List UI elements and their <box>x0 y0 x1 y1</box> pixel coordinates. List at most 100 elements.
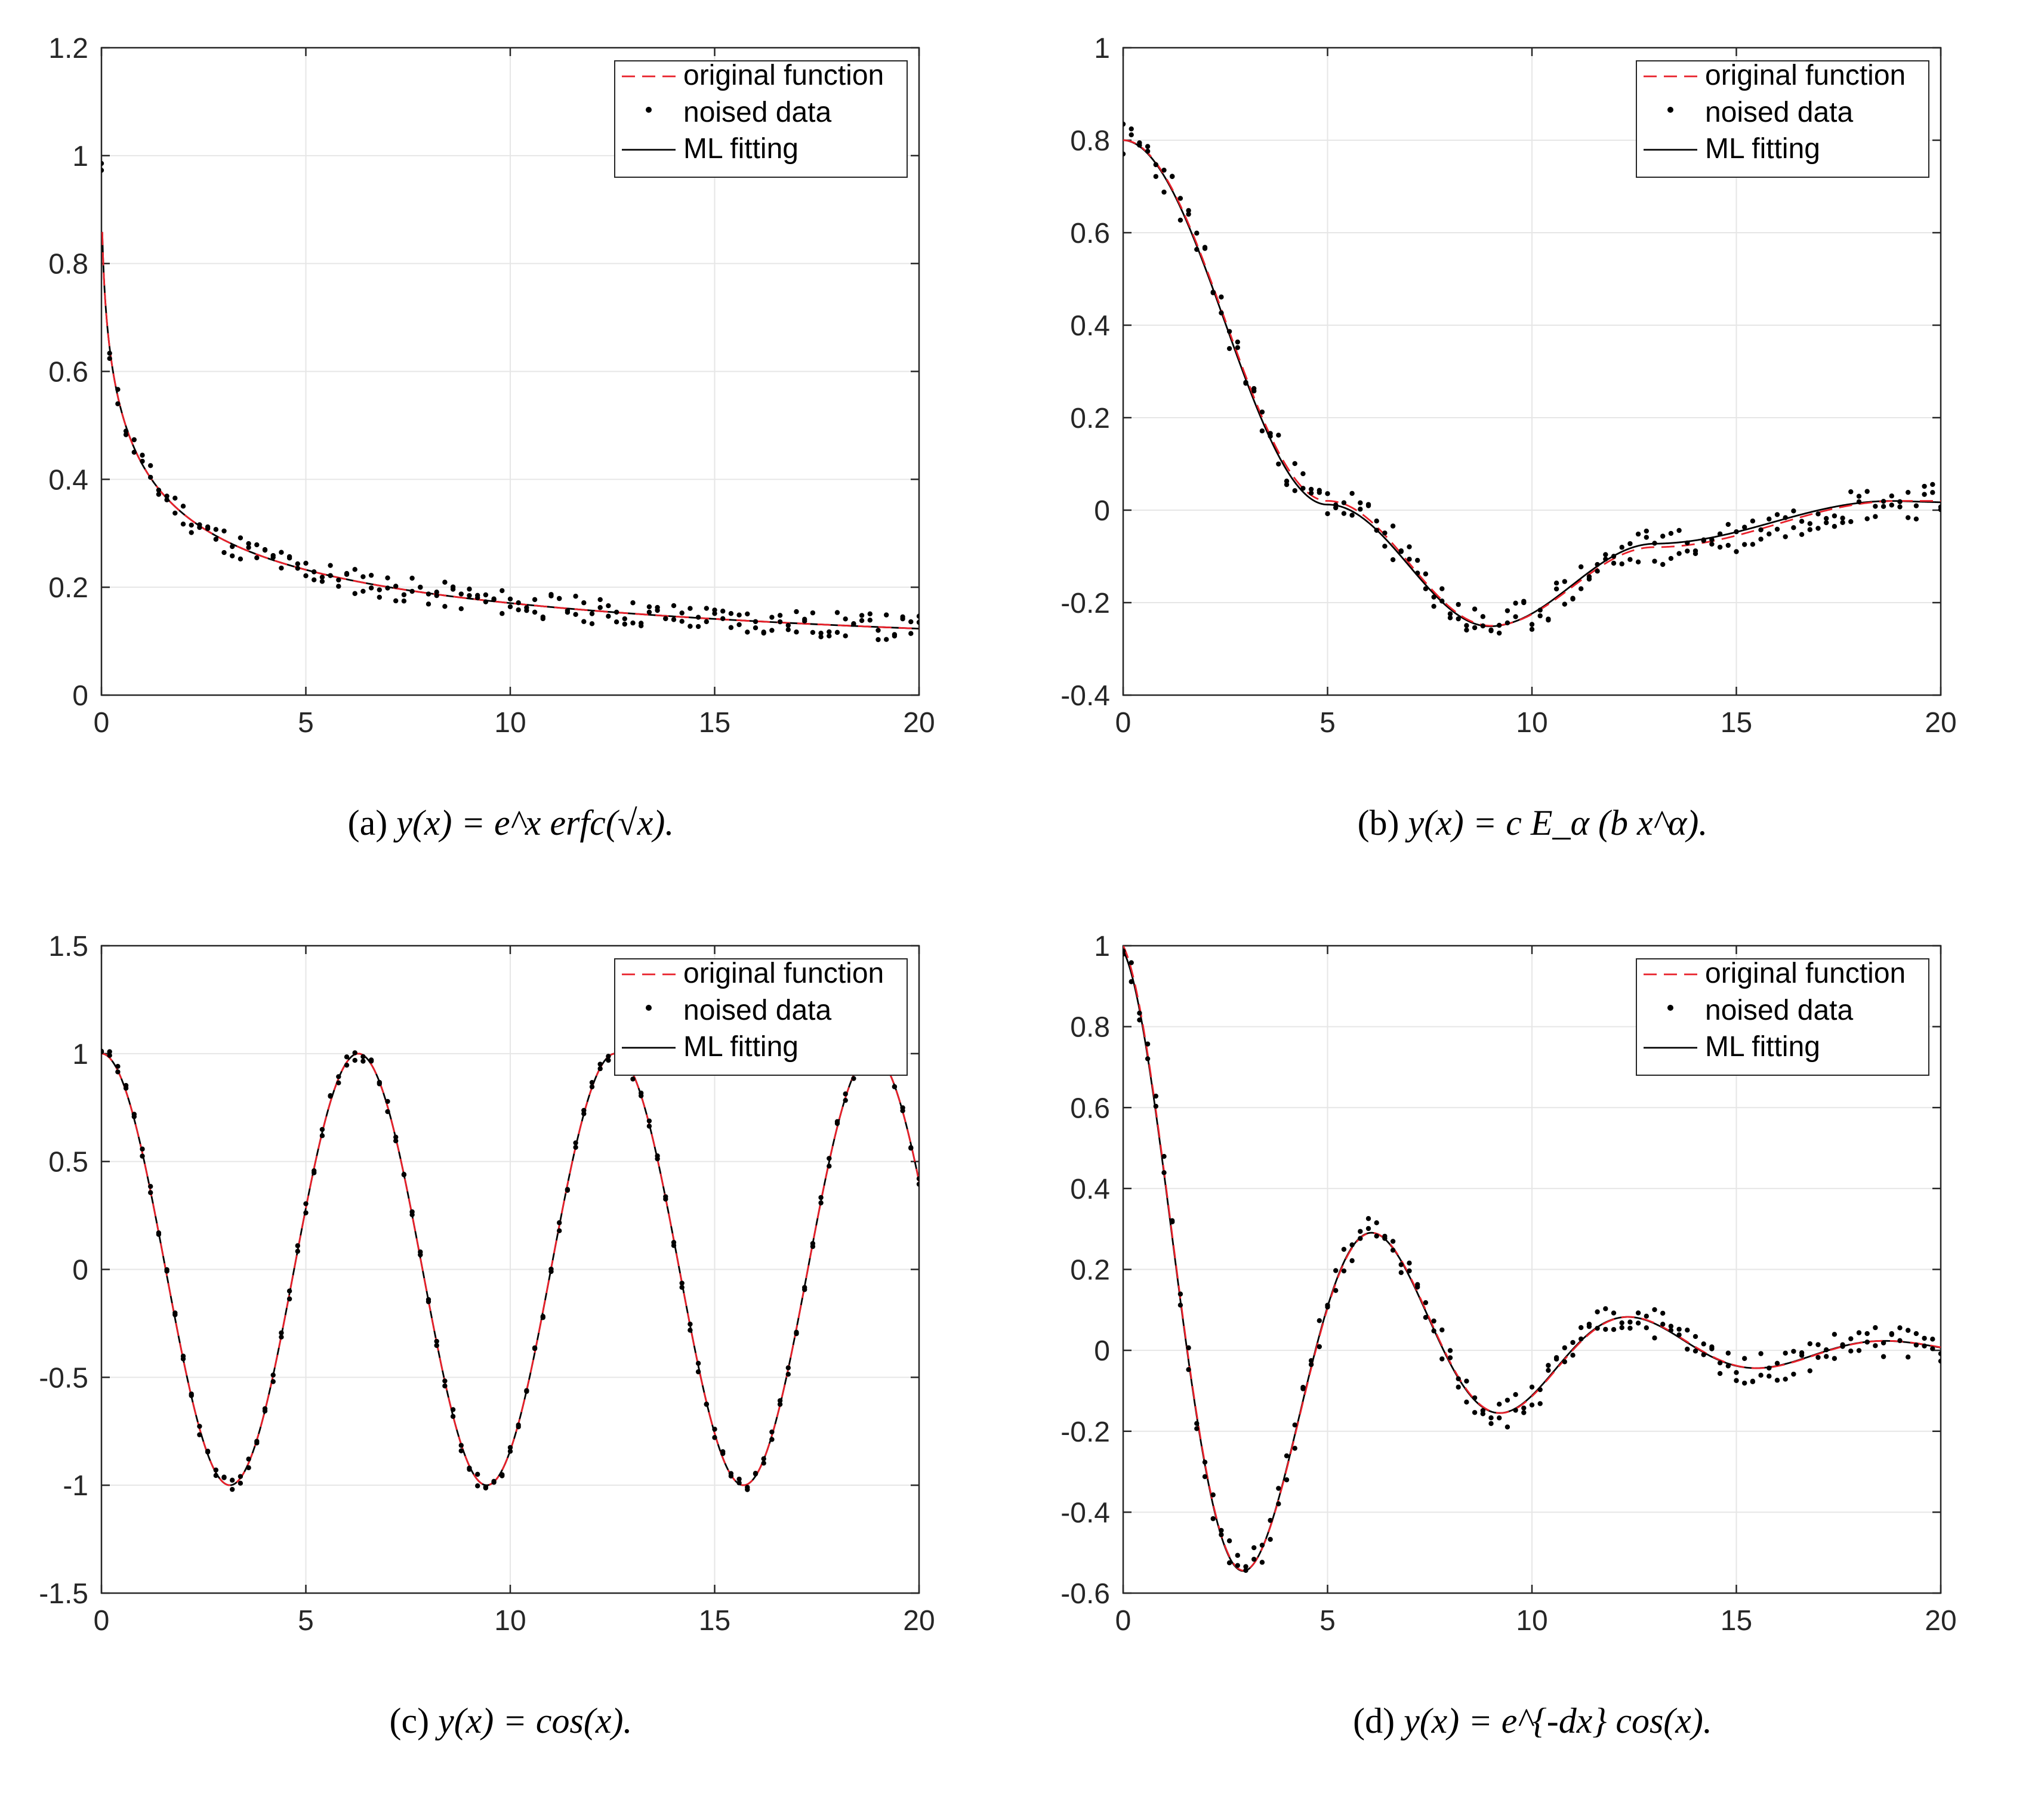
data-point-b-100-1 <box>1938 507 1941 513</box>
data-point-b-91-0 <box>1864 516 1870 521</box>
data-point-b-3-0 <box>1145 149 1151 154</box>
data-point-c-22-0 <box>279 1330 284 1335</box>
data-point-a-62-1 <box>606 613 611 619</box>
data-point-d-15-1 <box>1243 1564 1248 1569</box>
data-point-d-83-1 <box>1799 1353 1805 1358</box>
data-point-a-38-0 <box>409 575 415 581</box>
data-point-a-27-1 <box>319 575 325 580</box>
data-point-a-32-1 <box>360 588 366 594</box>
noised-data-c <box>101 1046 919 1492</box>
data-point-b-10-1 <box>1202 245 1208 250</box>
data-point-a-64-0 <box>622 616 628 622</box>
data-point-b-46-1 <box>1497 630 1502 636</box>
caption-d-formula: y(x) = e^{-dx} cos(x). <box>1404 1701 1712 1740</box>
data-point-c-100-1 <box>916 1181 919 1187</box>
data-point-b-38-0 <box>1431 603 1436 609</box>
data-point-c-13-1 <box>205 1449 211 1455</box>
data-point-d-57-1 <box>1586 1323 1592 1329</box>
y-tick-label-a-5: 1 <box>72 141 88 172</box>
data-point-b-53-1 <box>1553 580 1559 586</box>
data-point-c-5-0 <box>140 1146 145 1152</box>
data-point-a-28-0 <box>328 573 333 578</box>
data-point-d-60-1 <box>1611 1310 1617 1316</box>
data-point-d-99-0 <box>1930 1346 1935 1351</box>
data-point-b-5-1 <box>1161 189 1167 195</box>
y-tick-label-c-1: -1 <box>63 1470 88 1502</box>
series-original-d <box>1123 946 1941 1572</box>
x-tick-label-d-4: 20 <box>1925 1605 1956 1637</box>
y-tick-label-c-6: 1.5 <box>48 931 88 962</box>
data-point-b-82-0 <box>1791 508 1796 514</box>
data-point-c-3-1 <box>123 1085 129 1091</box>
data-point-b-93-0 <box>1880 504 1886 509</box>
caption-a-formula: y(x) = e^x erfc(√x). <box>396 803 674 843</box>
y-tick-label-c-2: -0.5 <box>39 1362 88 1394</box>
data-point-d-26-1 <box>1333 1288 1339 1293</box>
data-point-d-13-1 <box>1226 1560 1232 1566</box>
data-point-c-54-1 <box>540 1313 545 1319</box>
data-point-d-41-0 <box>1456 1384 1461 1390</box>
data-point-d-89-0 <box>1848 1348 1854 1354</box>
caption-a-label: (a) <box>347 803 388 843</box>
data-point-c-82-1 <box>769 1437 775 1442</box>
data-point-a-15-1 <box>221 550 227 556</box>
data-point-a-25-0 <box>303 560 309 566</box>
data-point-a-51-0 <box>516 600 521 606</box>
data-point-a-10-0 <box>180 521 186 527</box>
data-point-d-92-1 <box>1873 1343 1878 1348</box>
data-point-d-87-1 <box>1832 1332 1838 1337</box>
data-point-d-60-0 <box>1611 1327 1617 1332</box>
y-tick-label-b-3: 0.2 <box>1070 403 1110 434</box>
data-point-b-97-0 <box>1913 503 1919 508</box>
data-point-a-100-1 <box>916 613 919 619</box>
data-point-d-82-1 <box>1791 1371 1796 1377</box>
data-point-d-12-1 <box>1219 1532 1224 1538</box>
data-point-c-21-0 <box>270 1379 276 1384</box>
data-point-a-97-1 <box>892 632 898 637</box>
data-point-c-66-1 <box>639 1093 644 1098</box>
data-point-d-3-0 <box>1145 1056 1151 1061</box>
data-point-a-15-0 <box>221 528 227 534</box>
data-point-a-75-1 <box>712 610 717 616</box>
x-tick-label-b-4: 20 <box>1925 707 1956 739</box>
data-point-a-82-0 <box>769 615 775 620</box>
data-point-b-90-1 <box>1856 493 1862 499</box>
data-point-b-83-1 <box>1799 532 1805 538</box>
data-point-d-11-1 <box>1210 1492 1216 1498</box>
data-point-c-72-0 <box>688 1328 693 1333</box>
data-point-d-84-1 <box>1807 1368 1812 1374</box>
legend-swatch-data-b <box>1667 107 1673 113</box>
data-point-c-60-0 <box>589 1079 595 1085</box>
data-point-a-96-1 <box>884 612 889 618</box>
data-point-d-89-1 <box>1848 1336 1854 1341</box>
data-point-a-63-0 <box>613 619 619 625</box>
data-point-d-76-1 <box>1742 1356 1747 1361</box>
data-point-a-16-1 <box>230 544 235 550</box>
x-tick-label-c-2: 10 <box>494 1605 526 1637</box>
data-point-d-35-0 <box>1407 1268 1412 1274</box>
data-point-b-74-1 <box>1725 521 1731 527</box>
data-point-b-21-1 <box>1292 461 1297 467</box>
data-point-b-19-1 <box>1276 461 1281 467</box>
y-tick-label-b-0: -0.4 <box>1060 680 1110 712</box>
data-point-d-46-0 <box>1497 1415 1502 1421</box>
x-tick-label-b-1: 5 <box>1319 707 1336 739</box>
data-point-c-89-1 <box>827 1156 832 1161</box>
data-point-c-34-1 <box>377 1079 382 1085</box>
data-point-a-99-0 <box>908 619 914 625</box>
data-point-b-12-1 <box>1219 294 1224 300</box>
legend-label-d-1: noised data <box>1705 995 1854 1026</box>
data-point-c-29-1 <box>336 1074 341 1079</box>
data-point-b-69-1 <box>1685 548 1690 554</box>
data-point-c-57-1 <box>565 1187 571 1193</box>
data-point-d-12-0 <box>1219 1527 1224 1533</box>
data-point-a-93-1 <box>859 618 865 624</box>
data-point-d-51-1 <box>1537 1387 1543 1393</box>
data-point-c-62-1 <box>606 1057 611 1063</box>
data-point-b-64-0 <box>1644 535 1649 540</box>
data-point-c-42-0 <box>442 1378 448 1384</box>
data-point-b-87-1 <box>1832 524 1838 529</box>
data-point-a-29-1 <box>336 584 341 589</box>
data-point-b-56-0 <box>1579 564 1584 570</box>
data-point-d-75-0 <box>1734 1370 1739 1375</box>
